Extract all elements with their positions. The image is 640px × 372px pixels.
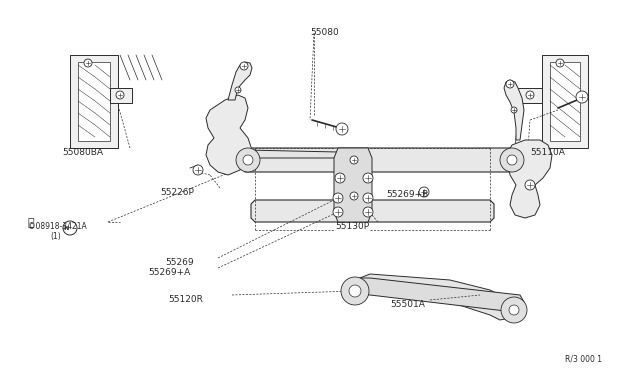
Circle shape [333,193,343,203]
Circle shape [556,59,564,67]
Polygon shape [508,140,552,218]
Text: (1): (1) [50,232,61,241]
Circle shape [335,173,345,183]
Polygon shape [334,148,372,222]
Polygon shape [354,278,524,312]
Circle shape [363,207,373,217]
Polygon shape [550,62,580,141]
Text: Ⓝ: Ⓝ [28,218,35,228]
Text: N: N [63,225,68,231]
Polygon shape [241,148,514,172]
Circle shape [419,187,429,197]
Polygon shape [542,55,588,148]
Circle shape [84,59,92,67]
Text: 55269: 55269 [165,258,194,267]
Circle shape [363,173,373,183]
Polygon shape [110,88,132,103]
Circle shape [235,87,241,93]
Polygon shape [350,274,515,320]
Circle shape [243,155,253,165]
Text: 55080: 55080 [310,28,339,37]
Circle shape [336,123,348,135]
Circle shape [500,148,524,172]
Text: R/3 000 1: R/3 000 1 [565,355,602,364]
Polygon shape [504,80,524,140]
Circle shape [526,91,534,99]
Text: 55080BA: 55080BA [62,148,103,157]
Circle shape [341,277,369,305]
Circle shape [350,192,358,200]
Text: 55110A: 55110A [530,148,565,157]
Text: 55130P: 55130P [335,222,369,231]
Text: 55120R: 55120R [168,295,203,304]
Polygon shape [70,55,118,148]
Circle shape [349,285,361,297]
Text: 55226P: 55226P [160,188,194,197]
Polygon shape [210,150,338,160]
Circle shape [350,156,358,164]
Polygon shape [206,95,252,175]
Text: ©08918-3421A: ©08918-3421A [28,222,87,231]
Circle shape [506,80,514,88]
Polygon shape [518,88,542,103]
Circle shape [193,165,203,175]
Circle shape [333,207,343,217]
Polygon shape [228,62,252,100]
Circle shape [509,305,519,315]
Text: 55501A: 55501A [390,300,425,309]
Text: 55269+A: 55269+A [148,268,190,277]
Circle shape [116,91,124,99]
Polygon shape [251,200,494,222]
Text: 55269+B: 55269+B [386,190,428,199]
Circle shape [525,180,535,190]
Circle shape [63,221,77,235]
Circle shape [363,193,373,203]
Circle shape [511,107,517,113]
Circle shape [576,91,588,103]
Circle shape [507,155,517,165]
Polygon shape [78,62,110,141]
Circle shape [501,297,527,323]
Circle shape [240,62,248,70]
Circle shape [236,148,260,172]
